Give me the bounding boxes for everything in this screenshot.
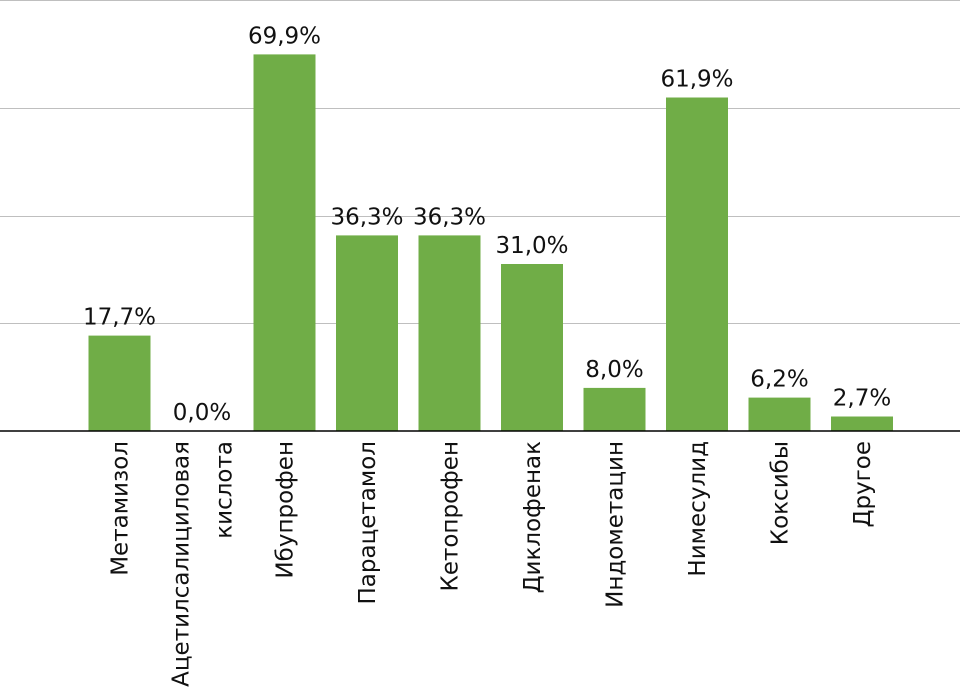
bar (748, 397, 811, 431)
category-label: Нимесулид (685, 441, 711, 577)
bar (88, 335, 151, 431)
category-label-line: кислота (212, 441, 238, 539)
category-label-line: Парацетамол (355, 441, 381, 605)
category-label: Ибупрофен (273, 441, 299, 579)
bar (831, 416, 893, 431)
value-label: 61,9% (660, 67, 733, 93)
category-label-line: Метамизол (108, 441, 134, 576)
category-label: Диклофенак (520, 441, 546, 594)
category-label: Парацетамол (355, 441, 381, 605)
category-label-line: Кетопрофен (438, 441, 464, 592)
category-label: Другое (850, 441, 876, 528)
value-label: 8,0% (585, 357, 643, 383)
category-label-line: Другое (850, 441, 876, 528)
value-label: 36,3% (330, 204, 403, 230)
bars (88, 54, 893, 432)
value-label: 2,7% (833, 386, 891, 412)
bar (666, 97, 728, 431)
category-label-line: Ибупрофен (273, 441, 299, 579)
category-label-line: Индометацин (603, 441, 629, 608)
value-label: 31,0% (495, 233, 568, 259)
value-label: 17,7% (83, 305, 156, 331)
category-label: Кетопрофен (438, 441, 464, 592)
category-label-line: Коксибы (768, 441, 794, 545)
category-label: Метамизол (108, 441, 134, 576)
value-label: 69,9% (248, 23, 321, 49)
value-label: 6,2% (750, 367, 808, 393)
bar (336, 235, 398, 431)
category-labels: Метамизол Ацетилсалициловая кислота Ибупроф… (108, 441, 877, 687)
category-label: Ацетилсалициловая кислота (169, 441, 238, 687)
bar (583, 387, 646, 431)
value-label: 36,3% (413, 204, 486, 230)
value-label: 0,0% (173, 400, 231, 426)
value-labels: 17,7% 0,0% 69,9% 36,3% 36,3% 31,0% 8,0% 61,9% 6,… (83, 23, 891, 426)
category-label-line: Ацетилсалициловая (169, 441, 195, 687)
category-label-line: Диклофенак (520, 441, 546, 594)
category-label: Индометацин (603, 441, 629, 608)
bar (418, 235, 481, 431)
bar (253, 54, 316, 432)
bar (501, 264, 563, 431)
category-label-line: Нимесулид (685, 441, 711, 577)
category-label: Коксибы (768, 441, 794, 545)
